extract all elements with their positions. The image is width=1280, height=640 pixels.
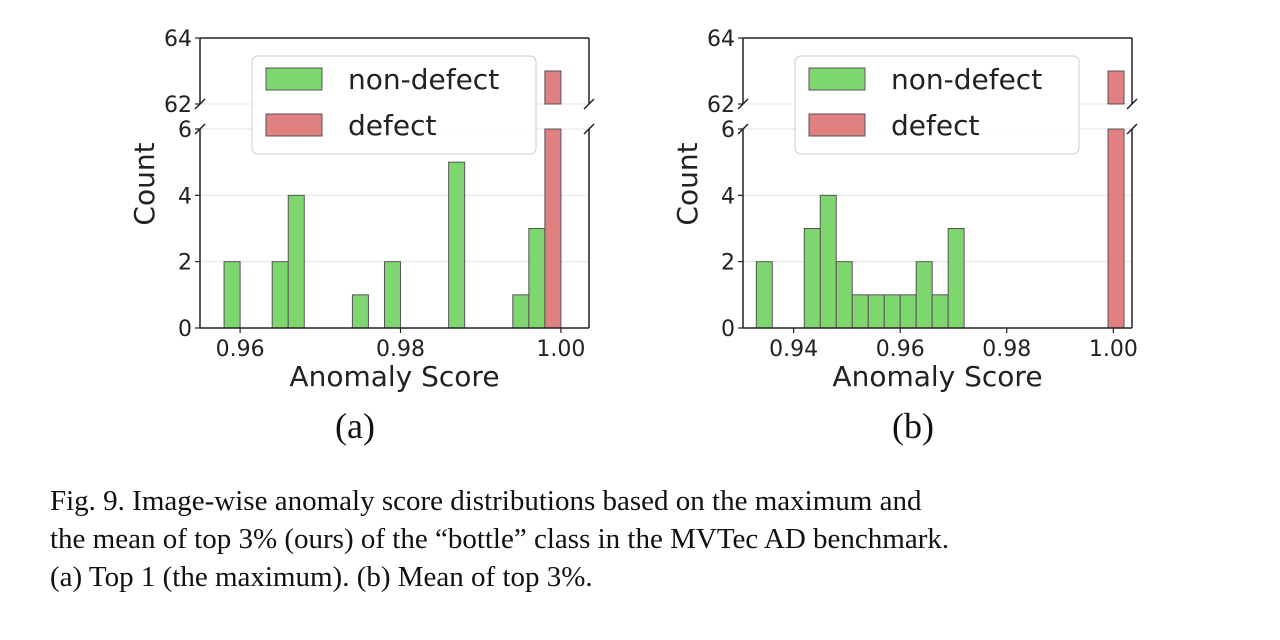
ytick-label: 4 — [721, 184, 735, 209]
defect-legend-label: defect — [348, 109, 436, 142]
non-defect-bar — [883, 294, 901, 329]
non-defect-bar — [931, 294, 949, 329]
ytick-label: 64 — [707, 27, 735, 52]
panel-label: (a) — [335, 406, 375, 446]
non-defect-bar — [947, 228, 965, 329]
defect-bar-upper — [544, 70, 562, 105]
non-defect-bar — [383, 261, 402, 329]
non-defect-legend-swatch — [265, 67, 323, 91]
xtick-label: 0.96 — [876, 337, 925, 362]
chart-panel-b: 0 2 4 662 64 0.94 0.96 0.98 1.00 Anomaly Score Cou… — [671, 27, 1138, 446]
non-defect-bar — [271, 261, 289, 329]
non-defect-bar — [512, 294, 530, 329]
non-defect-bar — [351, 294, 369, 329]
non-defect-bar — [835, 261, 853, 329]
chart-panel-a: 0 2 4 662 64 0.96 0.98 1.00 Anomaly Score Count no… — [128, 27, 595, 446]
xtick-label: 0.94 — [769, 337, 818, 362]
caption-line: Fig. 9. Image-wise anomaly score distrib… — [50, 485, 922, 517]
non-defect-legend-swatch — [808, 67, 866, 91]
legend-box — [251, 55, 537, 155]
ytick-label: 0 — [178, 317, 192, 342]
ytick-label: 64 — [164, 27, 192, 52]
non-defect-bar — [287, 194, 305, 329]
defect-bar-upper — [1107, 70, 1125, 105]
defect-bar — [1107, 128, 1125, 329]
non-defect-bar — [899, 294, 917, 329]
defect-bar — [544, 128, 562, 329]
non-defect-bar — [528, 228, 546, 329]
defect-legend-swatch — [265, 113, 323, 137]
figure-caption: Fig. 9. Image-wise anomaly score distrib… — [50, 482, 1240, 596]
panel-label: (b) — [892, 406, 934, 446]
xtick-label: 0.96 — [216, 337, 265, 362]
non-defect-bar — [448, 161, 466, 329]
ytick-label: 4 — [178, 184, 192, 209]
ytick-label: 2 — [721, 251, 735, 276]
axis-break-mark — [583, 123, 595, 135]
axis-break-mark — [1126, 123, 1138, 135]
ytick-label: 62 — [707, 93, 735, 118]
xtick-label: 1.00 — [536, 337, 585, 362]
xtick-label: 0.98 — [376, 337, 425, 362]
legend-box — [794, 55, 1080, 155]
x-axis-label: Anomaly Score — [289, 360, 499, 393]
axis-break-mark — [1126, 98, 1138, 110]
defect-legend-swatch — [808, 113, 866, 137]
caption-line: (a) Top 1 (the maximum). (b) Mean of top… — [50, 561, 593, 593]
non-defect-bar — [803, 228, 821, 329]
y-axis-label: Count — [128, 142, 161, 225]
y-axis-label: Count — [671, 142, 704, 225]
caption-line: the mean of top 3% (ours) of the “bottle… — [50, 523, 950, 555]
xtick-label: 1.00 — [1089, 337, 1138, 362]
non-defect-legend-label: non-defect — [348, 63, 499, 96]
ytick-label: 62 — [164, 93, 192, 118]
non-defect-bar — [819, 194, 837, 329]
non-defect-bar — [755, 261, 773, 329]
non-defect-legend-label: non-defect — [891, 63, 1042, 96]
legend: non-defect defect — [251, 55, 537, 155]
ytick-label: 6 — [721, 118, 735, 143]
ytick-label: 2 — [178, 251, 192, 276]
defect-legend-label: defect — [891, 109, 979, 142]
non-defect-bar — [851, 294, 869, 329]
ytick-label: 6 — [178, 118, 192, 143]
non-defect-bar — [915, 261, 933, 329]
xtick-label: 0.98 — [982, 337, 1031, 362]
x-axis-label: Anomaly Score — [832, 360, 1042, 393]
non-defect-bar — [223, 261, 241, 329]
axis-break-mark — [583, 98, 595, 110]
non-defect-bar — [867, 294, 885, 329]
legend: non-defect defect — [794, 55, 1080, 155]
ytick-label: 0 — [721, 317, 735, 342]
